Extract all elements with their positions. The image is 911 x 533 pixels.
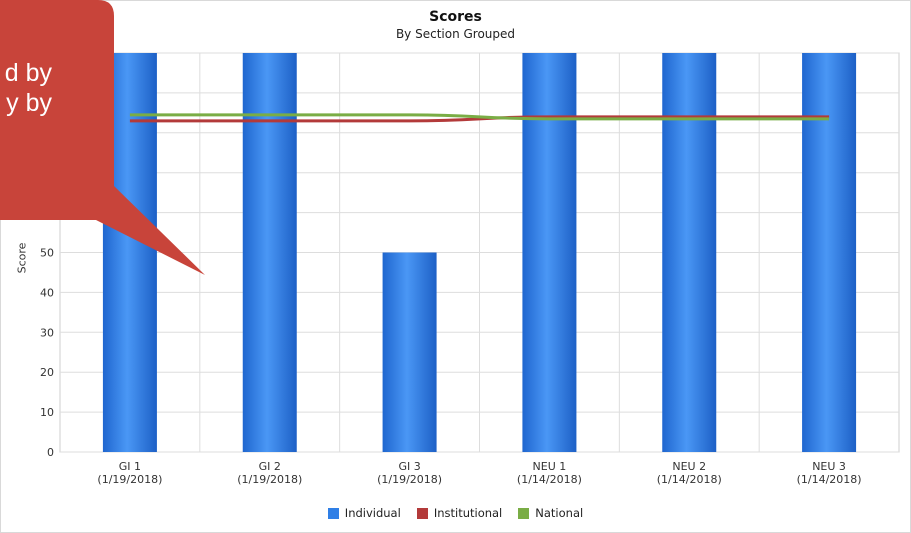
x-tick-label-line: NEU 3 (812, 460, 846, 473)
y-tick-label: 20 (40, 366, 54, 379)
line-institutional (129, 115, 830, 123)
x-tick-label-line: (1/19/2018) (377, 473, 442, 486)
y-tick-label: 30 (40, 326, 54, 339)
x-tick-label-line: (1/14/2018) (797, 473, 862, 486)
x-tick-label-line: GI 3 (398, 460, 420, 473)
bar-6 (802, 53, 857, 452)
x-tick-label-line: (1/19/2018) (237, 473, 302, 486)
bar-5 (662, 53, 717, 452)
y-tick-label: 40 (40, 286, 54, 299)
y-tick-label: 0 (47, 446, 54, 459)
x-tick-label: GI 3 (1/19/2018) (377, 460, 442, 486)
x-tick-label: GI 1 (1/19/2018) (97, 460, 162, 486)
callout-line-1: d by (4, 59, 52, 87)
line-national (129, 113, 830, 121)
legend-label-national: National (535, 506, 584, 520)
legend-swatch-individual (327, 507, 339, 519)
bar-2 (242, 53, 297, 452)
x-tick-label: NEU 1 (1/14/2018) (517, 460, 582, 486)
x-tick-label-line: GI 2 (259, 460, 281, 473)
x-tick-label-line: GI 1 (119, 460, 141, 473)
legend: Individual Institutional National (0, 506, 911, 520)
x-tick-label: NEU 2 (1/14/2018) (657, 460, 722, 486)
legend-item-individual[interactable]: Individual (327, 506, 401, 520)
legend-item-institutional[interactable]: Institutional (416, 506, 503, 520)
x-tick-label-line: NEU 1 (533, 460, 567, 473)
chart-title: Scores (429, 9, 482, 25)
legend-item-national[interactable]: National (518, 506, 583, 520)
legend-swatch-national (518, 507, 530, 519)
x-tick-label-line: (1/19/2018) (97, 473, 162, 486)
x-tick-label: GI 2 (1/19/2018) (237, 460, 302, 486)
bar-3 (382, 252, 437, 452)
y-tick-label: 10 (40, 406, 54, 419)
bar-4 (522, 53, 577, 452)
legend-label-individual: Individual (344, 506, 401, 520)
x-tick-label-line: (1/14/2018) (517, 473, 582, 486)
callout-line-2: y by (6, 89, 52, 117)
bar-1 (102, 53, 157, 452)
legend-swatch-institutional (416, 507, 428, 519)
callout-text: d by y by (0, 58, 52, 118)
chart-subtitle: By Section Grouped (395, 27, 516, 41)
x-tick-label-line: (1/14/2018) (657, 473, 722, 486)
x-tick-label: NEU 3 (1/14/2018) (797, 460, 862, 486)
x-tick-label-line: NEU 2 (672, 460, 706, 473)
y-tick-label: 50 (40, 247, 54, 260)
legend-label-institutional: Institutional (433, 506, 503, 520)
